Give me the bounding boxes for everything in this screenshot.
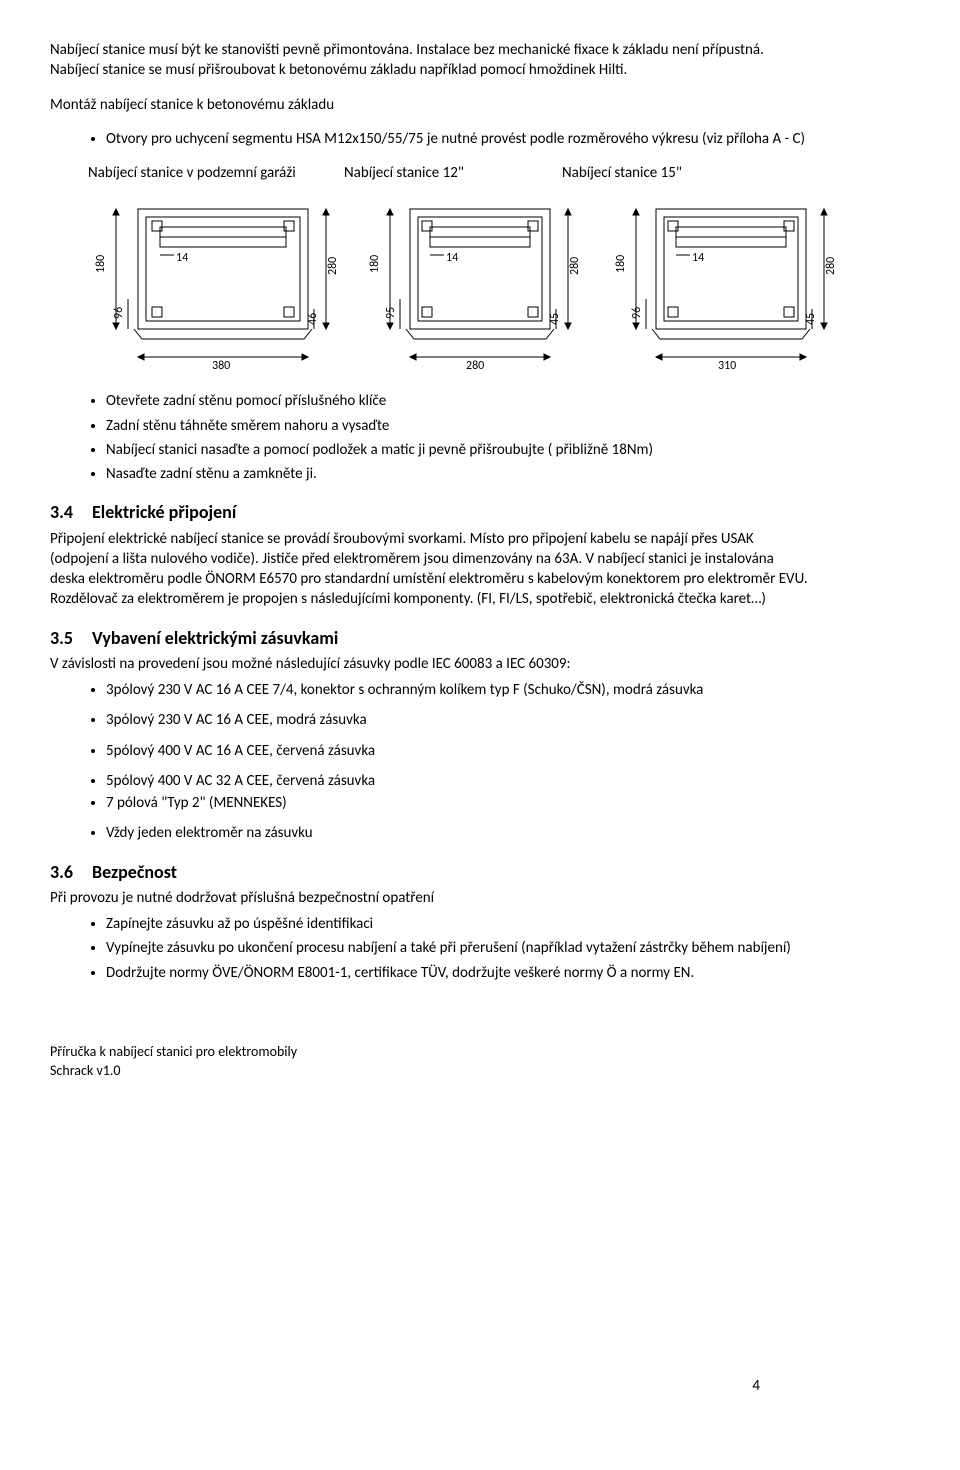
dim-d2-right-v: 45 xyxy=(548,313,562,325)
intro-paragraph: Nabíjecí stanice musí být ke stanovišti … xyxy=(50,40,810,81)
dim-d1-left-h: 180 xyxy=(94,255,108,273)
section-3-6-lead: Při provozu je nutné dodržovat příslušná… xyxy=(50,888,810,908)
dim-d2-left-h: 180 xyxy=(368,255,382,273)
section-3-5-num: 3.5 xyxy=(50,626,92,650)
dim-d2-inner: 14 xyxy=(446,251,458,265)
section-3-5-heading: 3.5Vybavení elektrickými zásuvkami xyxy=(50,626,810,650)
diagram-2: 180 95 14 280 45 280 xyxy=(366,191,596,371)
page-number: 4 xyxy=(752,1376,760,1396)
footer-line-2: Schrack v1.0 xyxy=(50,1062,810,1081)
s35-item-1: 3pólový 230 V AC 16 A CEE, modrá zásuvka xyxy=(106,710,810,730)
diagram-label-2: Nabíjecí stanice 12" xyxy=(344,163,544,183)
s36-item-2: Dodržujte normy ÖVE/ÖNORM E8001-1, certi… xyxy=(106,963,810,983)
footer-line-1: Příručka k nabíjecí stanici pro elektrom… xyxy=(50,1043,810,1062)
step-3: Nabíjecí stanici nasaďte a pomocí podlož… xyxy=(106,440,810,460)
section-3-5-title: Vybavení elektrickými zásuvkami xyxy=(92,627,338,649)
s35-item-2: 5pólový 400 V AC 16 A CEE, červená zásuv… xyxy=(106,741,810,761)
diagram-labels-row: Nabíjecí stanice v podzemní garáži Nabíj… xyxy=(88,163,810,183)
dim-d2-left-v: 95 xyxy=(384,307,398,319)
mount-bullets: Otvory pro uchycení segmentu HSA M12x150… xyxy=(50,129,810,149)
s35-item-5: Vždy jeden elektroměr na zásuvku xyxy=(106,823,810,843)
section-3-6-num: 3.6 xyxy=(50,860,92,884)
diagram-1: 180 96 14 280 46 380 xyxy=(90,191,350,371)
dim-d1-right-v: 46 xyxy=(306,313,320,325)
footer: Příručka k nabíjecí stanici pro elektrom… xyxy=(50,1043,810,1081)
diagram-label-3: Nabíjecí stanice 15" xyxy=(562,163,762,183)
mount-heading: Montáž nabíjecí stanice k betonovému zák… xyxy=(50,95,810,115)
section-3-4-heading: 3.4Elektrické připojení xyxy=(50,500,810,524)
dim-d3-right-h: 280 xyxy=(824,257,838,275)
dim-d1-right-h: 280 xyxy=(326,257,340,275)
dim-d1-left-v: 96 xyxy=(112,307,126,319)
dim-d2-bottom: 280 xyxy=(466,359,484,371)
diagrams-row: 180 96 14 280 46 380 xyxy=(90,191,810,371)
section-3-5-lead: V závislosti na provedení jsou možné nás… xyxy=(50,654,810,674)
dim-d3-left-h: 180 xyxy=(614,255,628,273)
steps-list: Otevřete zadní stěnu pomocí příslušného … xyxy=(50,391,810,484)
s35-item-3: 5pólový 400 V AC 32 A CEE, červená zásuv… xyxy=(106,771,810,791)
section-3-4-body: Připojení elektrické nabíjecí stanice se… xyxy=(50,529,810,610)
s35-item-0: 3pólový 230 V AC 16 A CEE 7/4, konektor … xyxy=(106,680,810,700)
dim-d2-right-h: 280 xyxy=(568,257,582,275)
section-3-6-heading: 3.6Bezpečnost xyxy=(50,860,810,884)
s36-item-0: Zapínejte zásuvku až po úspěšné identifi… xyxy=(106,914,810,934)
dim-d1-bottom: 380 xyxy=(212,359,230,371)
diagram-3: 180 96 14 280 45 310 xyxy=(612,191,852,371)
step-4: Nasaďte zadní stěnu a zamkněte ji. xyxy=(106,464,810,484)
section-3-4-num: 3.4 xyxy=(50,500,92,524)
dim-d3-left-v: 96 xyxy=(630,307,644,319)
section-3-5-list: 3pólový 230 V AC 16 A CEE 7/4, konektor … xyxy=(50,680,810,844)
mount-bullet-1: Otvory pro uchycení segmentu HSA M12x150… xyxy=(106,129,810,149)
dim-d3-right-v: 45 xyxy=(804,313,818,325)
section-3-6-list: Zapínejte zásuvku až po úspěšné identifi… xyxy=(50,914,810,983)
dim-d3-bottom: 310 xyxy=(718,359,736,371)
s35-item-4: 7 pólová "Typ 2" (MENNEKES) xyxy=(106,793,810,813)
step-1: Otevřete zadní stěnu pomocí příslušného … xyxy=(106,391,810,411)
diagram-label-1: Nabíjecí stanice v podzemní garáži xyxy=(88,163,326,183)
dim-d3-inner: 14 xyxy=(692,251,704,265)
step-2: Zadní stěnu táhněte směrem nahoru a vysa… xyxy=(106,416,810,436)
section-3-6-title: Bezpečnost xyxy=(92,861,177,883)
section-3-4-title: Elektrické připojení xyxy=(92,501,236,523)
dim-d1-inner: 14 xyxy=(176,251,188,265)
s36-item-1: Vypínejte zásuvku po ukončení procesu na… xyxy=(106,938,810,958)
